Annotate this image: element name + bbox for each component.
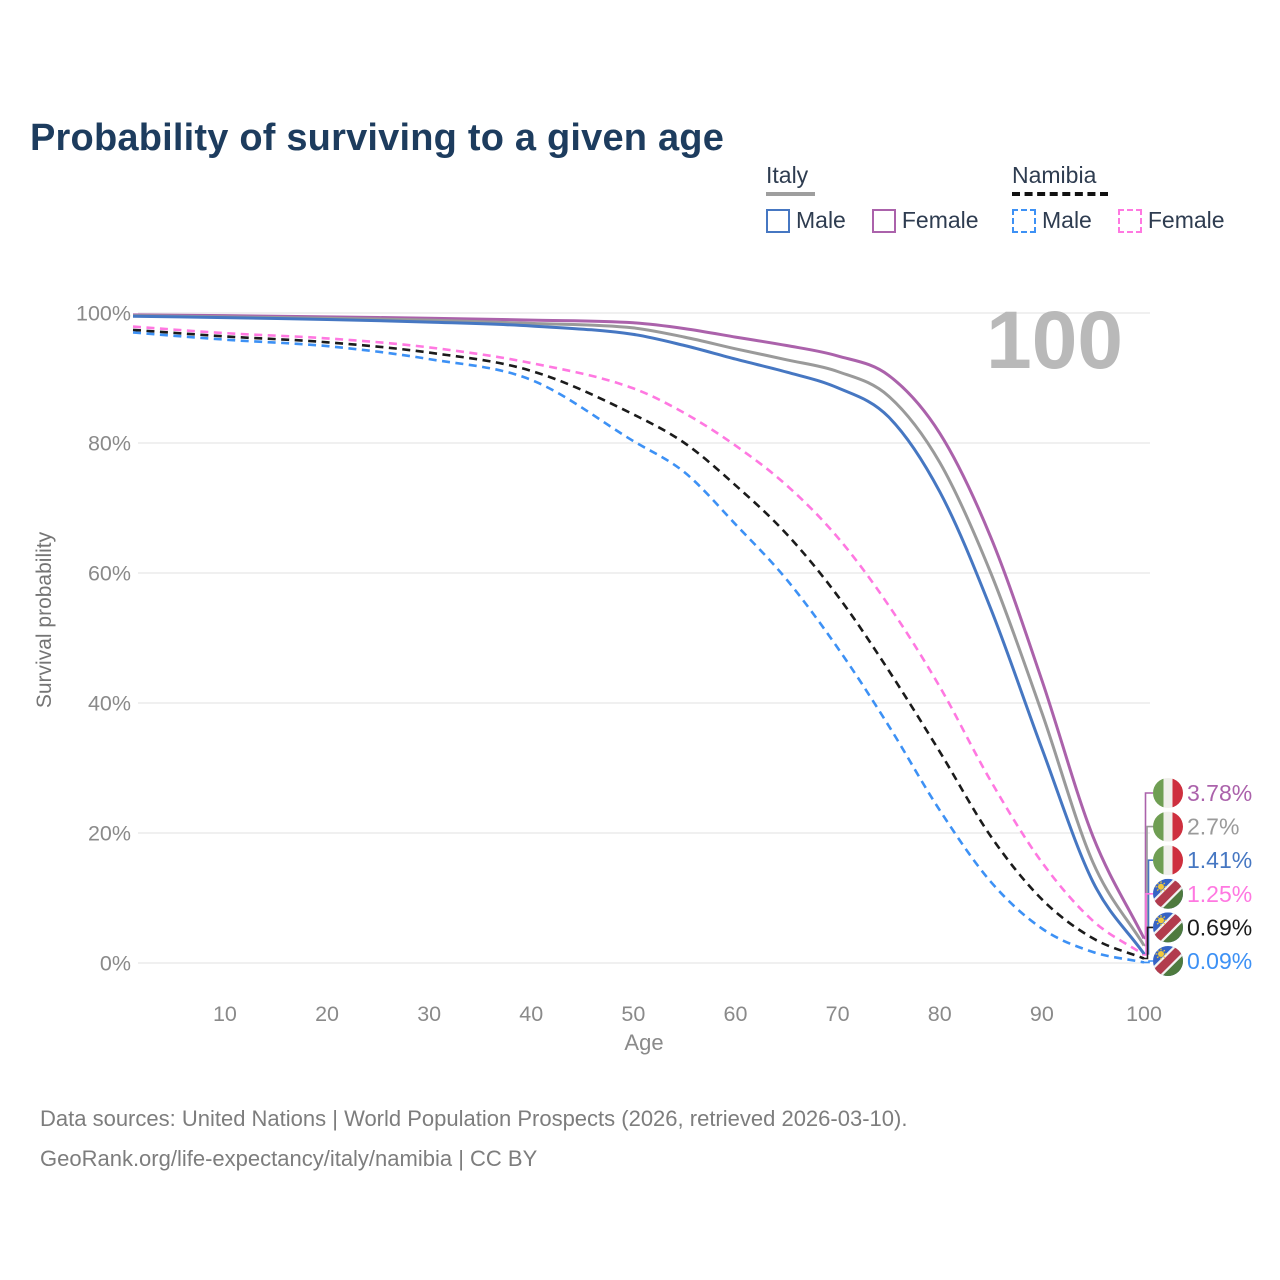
namibia-female-swatch-icon (1117, 208, 1142, 233)
legend-label-italy-male: Male (796, 207, 846, 233)
x-tick-label: 80 (928, 1002, 952, 1026)
namibia-flag-icon (1153, 878, 1183, 909)
x-tick-label: 60 (724, 1002, 748, 1026)
footer-attribution: GeoRank.org/life-expectancy/italy/namibi… (40, 1146, 538, 1171)
namibia-male-swatch-icon (1012, 208, 1036, 233)
footer: Data sources: United Nations | World Pop… (40, 1099, 907, 1179)
y-axis-title: Survival probability (33, 531, 56, 709)
legend-group-italy: Italy Male Female (766, 162, 979, 234)
end-label-connector (1144, 792, 1153, 940)
end-value-label-namibia-female: 1.25% (1187, 881, 1252, 907)
legend-underline-italy (766, 192, 815, 196)
legend-underline-namibia (1012, 192, 1108, 196)
footer-data-sources: Data sources: United Nations | World Pop… (40, 1106, 908, 1131)
legend-item-namibia-male[interactable]: Male (1012, 207, 1092, 234)
x-tick-label: 50 (621, 1002, 645, 1026)
namibia-flag-icon (1153, 946, 1183, 976)
series-line-italy-female[interactable] (132, 313, 1146, 940)
series-line-italy-both[interactable] (132, 314, 1146, 947)
italy-flag-icon (1153, 811, 1183, 842)
end-value-label-italy-both: 2.7% (1187, 814, 1239, 840)
end-label-connector (1144, 893, 1153, 956)
x-tick-label: 10 (213, 1002, 237, 1026)
legend-item-italy-female[interactable]: Female (871, 207, 979, 234)
x-tick-label: 90 (1030, 1002, 1054, 1026)
series-line-italy-male[interactable] (132, 314, 1146, 955)
x-axis-title: Age (624, 1030, 663, 1055)
italy-flag-icon (1153, 845, 1183, 876)
legend-item-namibia-female[interactable]: Female (1117, 207, 1225, 234)
legend-title-italy: Italy (766, 162, 809, 188)
series-line-namibia-female[interactable] (132, 325, 1145, 956)
end-value-label-italy-male: 1.41% (1187, 847, 1252, 873)
italy-female-swatch-icon (871, 208, 896, 233)
y-tick-label: 60% (88, 562, 131, 586)
hover-age-watermark: 100 (986, 295, 1123, 386)
y-tick-label: 100% (76, 302, 131, 326)
x-tick-label: 70 (826, 1002, 850, 1026)
end-value-label-italy-female: 3.78% (1187, 780, 1252, 806)
legend-group-namibia: Namibia Male Female (1012, 162, 1225, 234)
end-label-connector (1144, 926, 1153, 960)
y-tick-label: 40% (88, 692, 131, 716)
italy-flag-icon (1153, 778, 1183, 808)
series-line-namibia-both[interactable] (132, 328, 1145, 960)
legend-label-namibia-male: Male (1042, 207, 1092, 233)
x-tick-label: 30 (417, 1002, 441, 1026)
y-tick-label: 20% (88, 822, 131, 846)
x-tick-label: 100 (1126, 1002, 1162, 1026)
series-line-namibia-male[interactable] (132, 331, 1145, 964)
y-tick-label: 0% (100, 952, 131, 976)
legend-label-namibia-female: Female (1147, 207, 1225, 233)
namibia-flag-icon (1153, 912, 1183, 943)
page-title: Probability of surviving to a given age (30, 117, 725, 160)
end-label-connector (1144, 960, 1153, 964)
y-tick-label: 80% (88, 432, 131, 456)
legend-item-italy-male[interactable]: Male (766, 207, 846, 234)
x-tick-label: 20 (315, 1002, 339, 1026)
end-value-label-namibia-male: 0.09% (1187, 948, 1252, 974)
italy-male-swatch-icon (766, 208, 790, 233)
x-tick-label: 40 (519, 1002, 543, 1026)
legend-label-italy-female: Female (901, 207, 979, 233)
legend-title-namibia: Namibia (1012, 162, 1097, 188)
end-value-label-namibia-both: 0.69% (1187, 914, 1252, 940)
